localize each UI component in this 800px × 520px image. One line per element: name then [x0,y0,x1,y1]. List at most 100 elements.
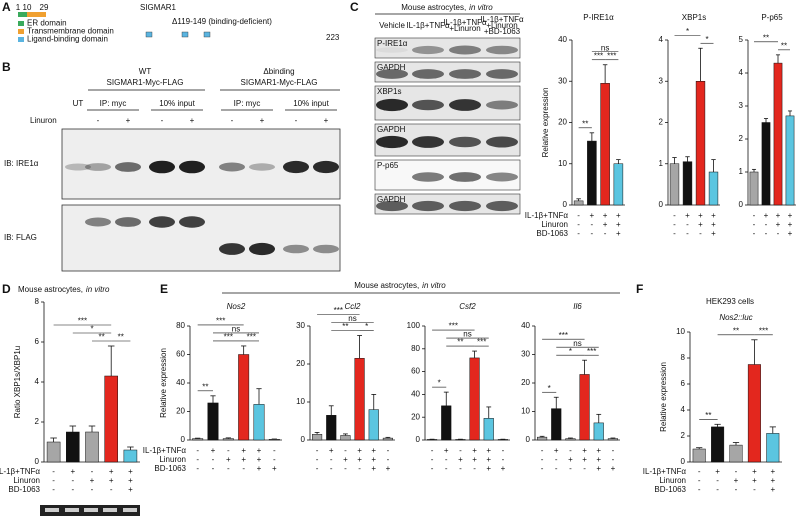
sign: + [128,476,133,485]
band [376,69,408,79]
legend-swatch [18,29,24,34]
sign: + [324,116,329,125]
y-tick-label: 0 [35,457,40,466]
significance-label: *** [247,333,256,342]
y-tick-label: 0 [681,457,686,466]
lane-label: IP: myc [234,99,261,108]
panel-letter: A [2,0,11,14]
band [219,243,245,255]
panel-title: Mouse astrocytes, in vitro [401,3,493,12]
sign: - [295,116,298,125]
sign: - [591,229,594,238]
sign: - [91,485,94,494]
panel-title: HEK293 cells [706,297,754,306]
sign: - [52,485,55,494]
title-text: Mouse astrocytes, [354,281,419,290]
sign: + [272,464,277,473]
title-em: in vitro [422,281,446,290]
sign: + [582,455,587,464]
sign: + [190,116,195,125]
y-tick-label: 20 [176,407,185,416]
band [376,47,408,53]
y-tick-label: 20 [521,378,530,387]
bar [253,404,265,441]
sign: + [603,220,608,229]
band [486,136,518,148]
sign: + [596,446,601,455]
significance-label: *** [449,322,458,331]
y-axis-label: Relative expression [541,88,550,158]
significance-label: *** [334,306,343,315]
y-tick-label: 4 [739,68,744,77]
chart-title: Il6 [573,302,582,311]
sign: - [698,476,701,485]
bar [46,441,61,463]
sign: + [711,229,716,238]
band [486,45,518,55]
sign: + [128,485,133,494]
blot-label: P-p65 [377,161,399,170]
sign: - [698,485,701,494]
sign: + [260,116,265,125]
sign: - [71,485,74,494]
sign: - [97,116,100,125]
sign: - [753,220,756,229]
panel-letter: F [636,282,643,296]
band [313,160,339,174]
significance-label: * [548,384,551,393]
band [313,244,339,254]
sign: + [257,446,262,455]
sign: - [459,464,462,473]
y-tick-label: 3 [739,101,744,110]
y-tick-label: 0 [739,200,744,209]
bar [711,426,725,463]
significance-label: *** [78,317,87,326]
bar [441,405,452,441]
bar [573,200,584,206]
bar [123,449,138,463]
y-tick-label: 20 [296,359,305,368]
sign: - [387,446,390,455]
sign: + [357,446,362,455]
bar [368,409,379,441]
group-subtitle: SIGMAR1-Myc-FLAG [107,78,184,87]
sign: + [386,464,391,473]
band [449,136,481,148]
treatment-label: BD-1063 [154,464,186,473]
title-em: in vitro [469,3,493,12]
y-tick-label: 30 [521,350,530,359]
legend-label: ER domain [27,19,67,28]
sign: - [445,464,448,473]
sign: - [765,220,768,229]
significance-label: ** [118,333,124,342]
bar [682,161,693,206]
sign: - [716,485,719,494]
y-tick-label: 40 [521,321,530,330]
sign: - [431,464,434,473]
treatment-label: Linuron [30,116,57,125]
y-tick-label: 40 [558,35,567,44]
sign: + [501,464,506,473]
y-tick-label: 0 [659,200,664,209]
blot-label: GAPDH [377,63,406,72]
chart-title: Ccl2 [344,302,361,311]
y-tick-label: 80 [411,344,420,353]
band [115,162,141,172]
sign: + [698,211,703,220]
treatment-label: IL-1β+TNFα [643,467,687,476]
band [412,45,444,55]
bar [708,171,719,206]
bar [66,431,80,463]
band [249,163,275,171]
y-tick-label: 4 [681,405,686,414]
y-tick-label: 10 [521,407,530,416]
significance-label: ** [763,33,769,42]
residue-number: 1 [16,3,21,12]
sign: + [711,211,716,220]
lane-label: IL-1β+TNFα [406,21,450,30]
bar [695,81,706,206]
y-tick-label: 6 [35,337,40,346]
band [412,200,444,212]
bar [537,436,548,441]
